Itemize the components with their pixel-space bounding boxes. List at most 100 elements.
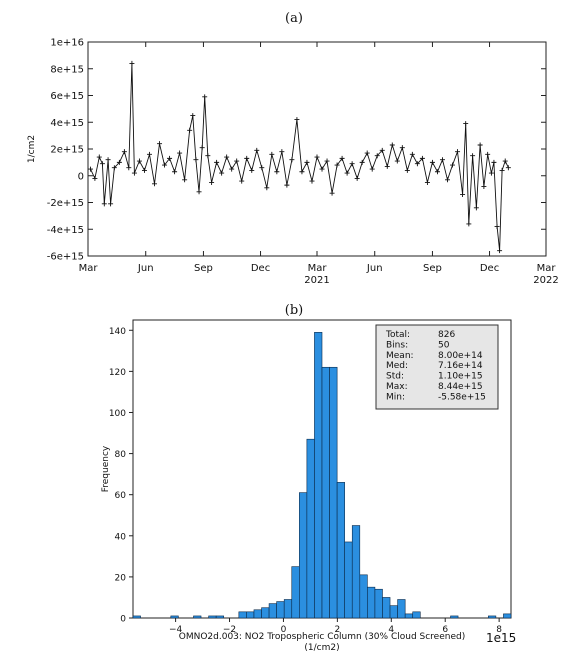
ytick-label: 1e+16 — [50, 38, 84, 49]
histogram-bar — [488, 615, 497, 619]
histogram-bar — [314, 332, 323, 619]
histogram-bar — [132, 615, 141, 619]
time-series-ylabel: 1/cm2 — [27, 135, 37, 163]
ytick-label: 0 — [78, 171, 84, 182]
histogram-bar — [283, 599, 293, 619]
xtick-label: Mar — [79, 263, 99, 274]
data-point — [450, 162, 456, 168]
data-point — [477, 142, 483, 148]
data-point — [259, 165, 265, 171]
data-point — [131, 170, 137, 176]
data-point — [152, 181, 158, 187]
xtick-label: Sep — [194, 263, 213, 274]
data-point — [470, 153, 476, 159]
ytick-label: 80 — [115, 450, 127, 460]
ytick-label: 8e+15 — [50, 64, 84, 75]
data-point — [111, 165, 117, 171]
histogram-bar — [276, 601, 285, 619]
data-point — [167, 155, 173, 161]
data-point — [434, 169, 440, 175]
data-point — [244, 155, 250, 161]
ytick-label: 2e+15 — [50, 145, 84, 156]
data-point — [494, 224, 500, 230]
data-point — [141, 167, 147, 173]
data-point — [249, 167, 255, 173]
data-point — [299, 169, 305, 175]
stats-key: Min: — [386, 392, 405, 402]
histogram-bar — [208, 615, 217, 619]
time-series-panel: (a) 1/cm2 -6e+15 -4e+15 -2e+15 0 2e+15 4e+15 6… — [27, 11, 559, 286]
data-point — [497, 248, 503, 254]
xtick-label: Jun — [137, 263, 154, 274]
histogram-bar — [344, 541, 353, 619]
histogram-bar — [382, 597, 391, 619]
data-point — [92, 175, 98, 181]
data-point — [129, 60, 135, 66]
data-point — [269, 151, 275, 157]
ytick-label: 4e+15 — [50, 118, 84, 129]
data-point — [284, 182, 290, 188]
xtick-label: Mar — [537, 263, 557, 274]
data-point — [502, 158, 508, 164]
data-point — [334, 162, 340, 168]
histogram-bar — [503, 613, 512, 619]
stats-value: 50 — [438, 340, 450, 350]
data-point — [444, 177, 450, 183]
ytick-label: 100 — [109, 409, 126, 419]
xtick-label: Dec — [480, 263, 499, 274]
xtick-label: −2 — [223, 625, 236, 635]
stats-value: 8.00e+14 — [438, 351, 483, 361]
data-point — [466, 221, 472, 227]
data-point — [354, 175, 360, 181]
time-series-yticks: -6e+15 -4e+15 -2e+15 0 2e+15 4e+15 6e+15 8e+15 1… — [47, 38, 546, 263]
data-point — [359, 159, 365, 165]
stats-value: -5.58e+15 — [438, 392, 486, 402]
histogram-bar — [246, 611, 255, 619]
xtick-label: 4 — [388, 625, 394, 635]
time-series-line — [90, 63, 509, 251]
data-point — [108, 201, 114, 207]
ytick-label: 60 — [115, 491, 127, 501]
data-point — [209, 179, 215, 185]
data-point — [88, 166, 94, 172]
data-point — [229, 166, 235, 172]
data-point — [309, 178, 315, 184]
xtick-label: Sep — [423, 263, 442, 274]
data-point — [399, 145, 405, 151]
data-point — [187, 127, 193, 133]
data-point — [409, 151, 415, 157]
histogram-bar — [170, 615, 179, 619]
data-point — [172, 169, 178, 175]
histogram-bar — [450, 615, 459, 619]
histogram-bar — [329, 366, 338, 619]
data-point — [294, 117, 300, 123]
data-point — [344, 170, 350, 176]
histogram-xlabel-units: (1/cm2) — [304, 643, 339, 653]
histogram-bar — [336, 482, 345, 619]
data-point — [499, 167, 505, 173]
time-series-frame — [87, 41, 547, 257]
histogram-bar — [291, 566, 300, 619]
data-point — [205, 153, 211, 159]
data-point — [193, 157, 199, 163]
data-point — [384, 163, 390, 169]
stats-key: Mean: — [386, 351, 414, 361]
series-line — [90, 63, 509, 251]
data-point — [146, 151, 152, 157]
xtick-label: 2 — [335, 625, 341, 635]
ytick-label: 0 — [120, 615, 126, 625]
histogram-yticks: 0 20 40 60 80 100 120 140 — [109, 327, 133, 625]
xtick-year-label: 2022 — [533, 275, 558, 286]
data-point — [414, 161, 420, 167]
xtick-label: 6 — [442, 625, 448, 635]
data-point — [219, 170, 225, 176]
histogram-panel: (b) Frequency 0 20 40 60 80 100 120 140 −4 −2 0 2 4… — [101, 303, 516, 653]
ytick-label: -4e+15 — [47, 225, 84, 236]
xtick-label: Dec — [251, 263, 270, 274]
histogram-bar — [306, 438, 315, 619]
xtick-label: 0 — [281, 625, 287, 635]
ytick-label: -6e+15 — [47, 252, 84, 263]
histogram-bar — [374, 588, 383, 619]
data-point — [239, 178, 245, 184]
